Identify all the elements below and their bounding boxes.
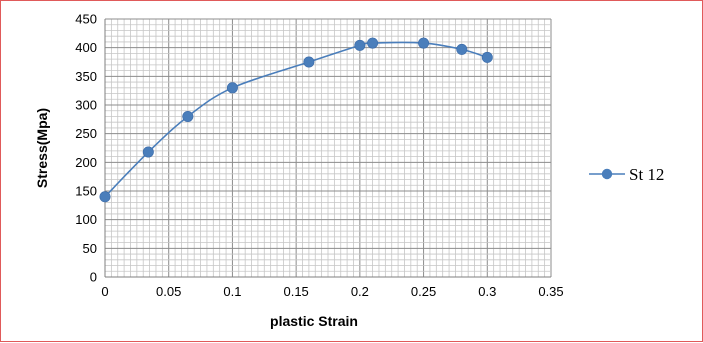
data-point <box>354 39 366 51</box>
data-point <box>418 37 430 49</box>
y-tick-label: 100 <box>75 212 97 227</box>
data-point <box>182 110 194 122</box>
x-tick-label: 0.3 <box>478 284 496 299</box>
y-tick-label: 200 <box>75 155 97 170</box>
x-tick-label: 0.35 <box>538 284 563 299</box>
y-tick-labels: 0 50 100 150 200 250 300 350 400 450 <box>75 12 97 285</box>
legend-marker <box>601 168 613 180</box>
x-tick-label: 0.15 <box>283 284 308 299</box>
data-point <box>303 56 315 68</box>
x-tick-label: 0.25 <box>411 284 436 299</box>
y-tick-label: 150 <box>75 184 97 199</box>
plot-axes <box>104 19 551 278</box>
y-tick-label: 400 <box>75 40 97 55</box>
y-tick-label: 250 <box>75 126 97 141</box>
x-axis-title: plastic Strain <box>270 313 358 329</box>
x-tick-labels: 0 0.05 0.1 0.15 0.2 0.25 0.3 0.35 <box>101 284 563 299</box>
x-tick-label: 0.05 <box>156 284 181 299</box>
data-point <box>99 191 111 203</box>
y-tick-label: 450 <box>75 12 97 27</box>
y-tick-label: 50 <box>83 241 97 256</box>
series-line <box>104 41 488 198</box>
y-axis-title: Stress(Mpa) <box>34 108 50 188</box>
data-point <box>142 146 154 158</box>
data-point <box>481 51 493 63</box>
x-tick-label: 0.2 <box>351 284 369 299</box>
y-tick-label: 0 <box>90 270 97 285</box>
data-point <box>226 82 238 94</box>
y-tick-label: 300 <box>75 98 97 113</box>
data-point <box>456 43 468 55</box>
data-point <box>367 37 379 49</box>
x-tick-label: 0 <box>101 284 108 299</box>
legend-label: St 12 <box>629 165 664 184</box>
x-tick-label: 0.1 <box>223 284 241 299</box>
series-layer <box>99 37 493 203</box>
y-tick-label: 350 <box>75 69 97 84</box>
legend: St 12 <box>589 165 664 184</box>
